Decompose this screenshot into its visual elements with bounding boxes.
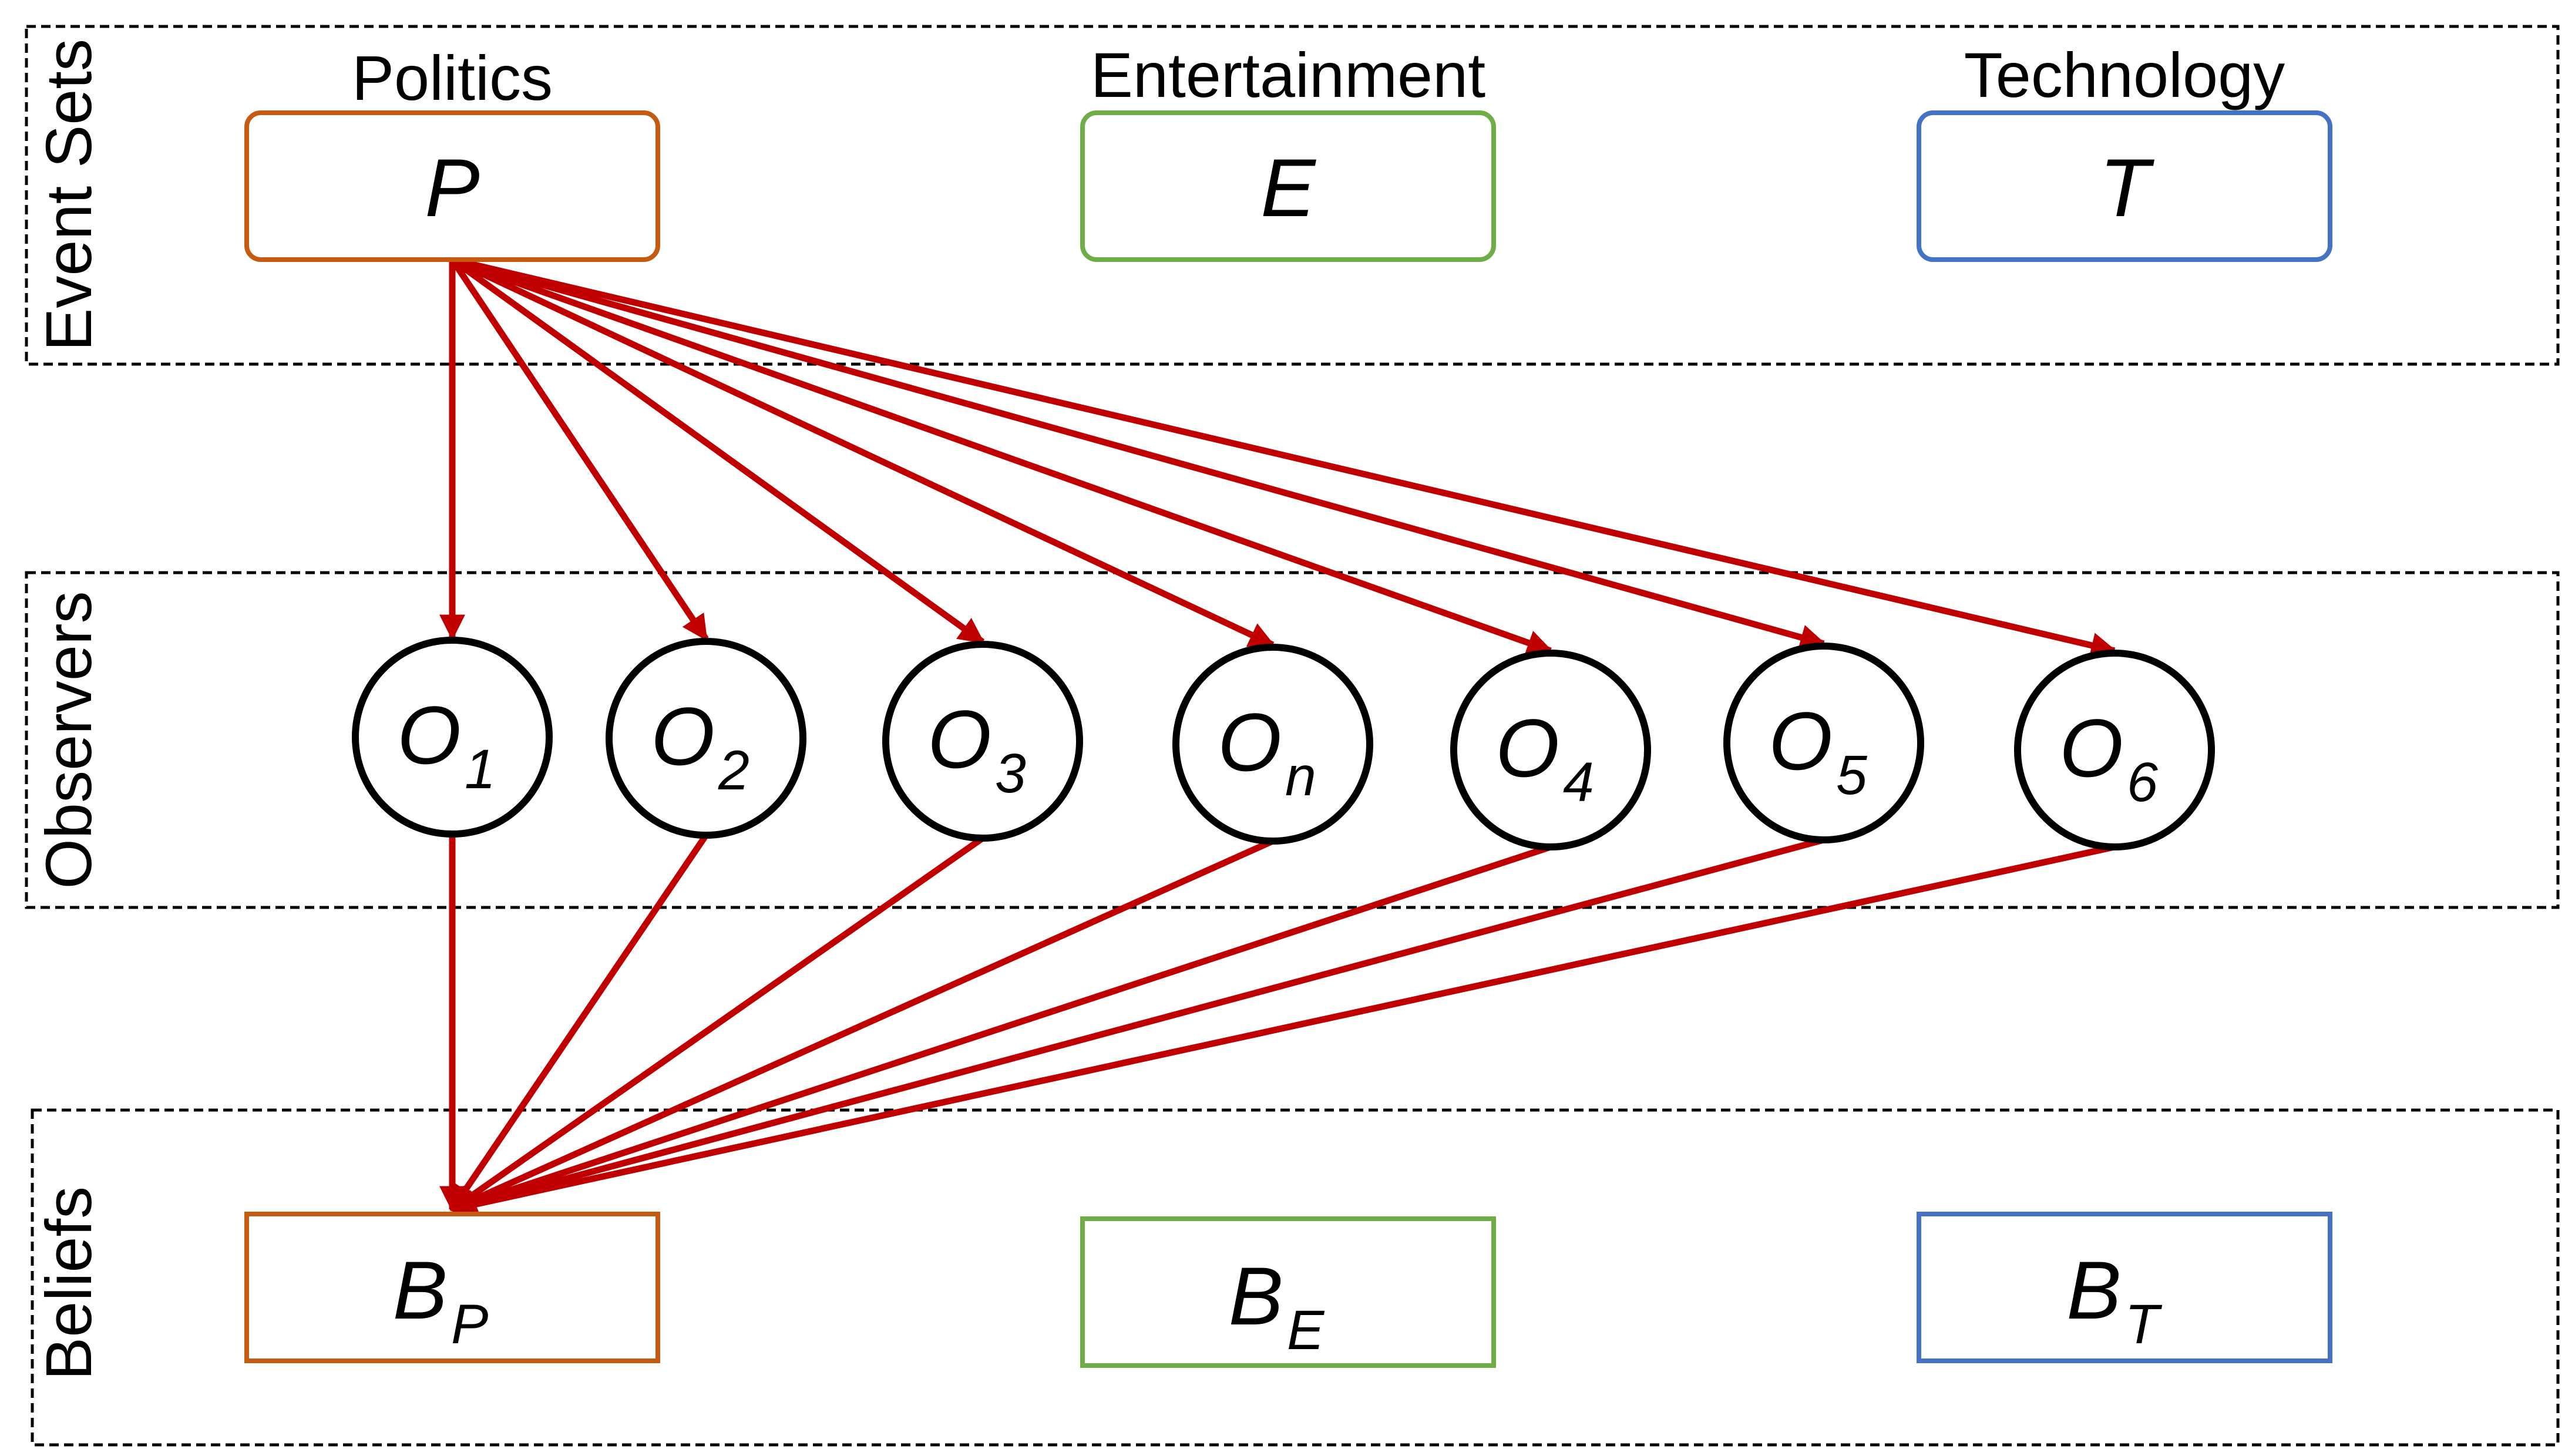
edges (439, 256, 2117, 1218)
entertainment-belief-box (1080, 1216, 1496, 1368)
observer-node-4: O4 (1450, 650, 1651, 850)
observer-1-label: O1 (397, 689, 496, 801)
politics-symbol: P (425, 142, 479, 234)
entertainment-symbol: E (1260, 142, 1316, 234)
edge-observer-6-to-bp (449, 843, 2116, 1218)
edge-p-to-observer-5 (451, 256, 1827, 650)
technology-belief-box (1917, 1212, 2332, 1363)
politics-belief-box (244, 1212, 660, 1363)
edge-p-to-observer-n (451, 257, 1275, 648)
observer-node-2: O2 (606, 638, 806, 839)
observer-node-3: O3 (882, 641, 1083, 842)
observer-node-1: O1 (352, 637, 553, 838)
event-sets-label: Event Sets (33, 39, 105, 351)
observer-6-label: O6 (2059, 702, 2158, 813)
edge-p-to-observer-3 (450, 257, 985, 645)
edge-p-to-observer-6 (451, 256, 2117, 658)
technology-label: Technology (1964, 39, 2285, 110)
edge-observer-2-to-bp (449, 833, 709, 1212)
edge-observer-5-to-bp (449, 836, 1825, 1216)
observer-node-n: On (1172, 644, 1373, 845)
edge-observer-3-to-bp (450, 835, 985, 1212)
observer-node-5: O5 (1723, 643, 1924, 843)
beliefs-label: Beliefs (33, 1186, 105, 1380)
observer-5-label: O5 (1769, 695, 1868, 806)
entertainment-belief-label: BE (1229, 1250, 1325, 1361)
observers-band (25, 571, 2560, 909)
technology-symbol: T (2099, 142, 2154, 234)
observer-n-label: On (1218, 696, 1316, 808)
observer-3-label: O3 (927, 693, 1026, 805)
event-sets-band (25, 25, 2560, 366)
edge-observer-n-to-bp (449, 838, 1275, 1213)
politics-event-set-box (244, 110, 660, 262)
edge-observer-4-to-bp (449, 843, 1552, 1215)
technology-belief-label: BT (2066, 1244, 2162, 1356)
politics-label: Politics (352, 42, 553, 113)
observer-2-label: O2 (651, 690, 749, 802)
observer-node-6: O6 (2014, 650, 2215, 850)
politics-belief-label: BP (393, 1244, 489, 1356)
entertainment-label: Entertainment (1091, 39, 1485, 110)
observer-4-label: O4 (1495, 702, 1594, 813)
technology-event-set-box (1917, 110, 2332, 262)
edge-p-to-observer-2 (449, 257, 709, 641)
observers-label: Observers (33, 591, 105, 889)
edge-p-to-observer-4 (451, 256, 1554, 655)
entertainment-event-set-box (1080, 110, 1496, 262)
beliefs-band (31, 1108, 2560, 1447)
